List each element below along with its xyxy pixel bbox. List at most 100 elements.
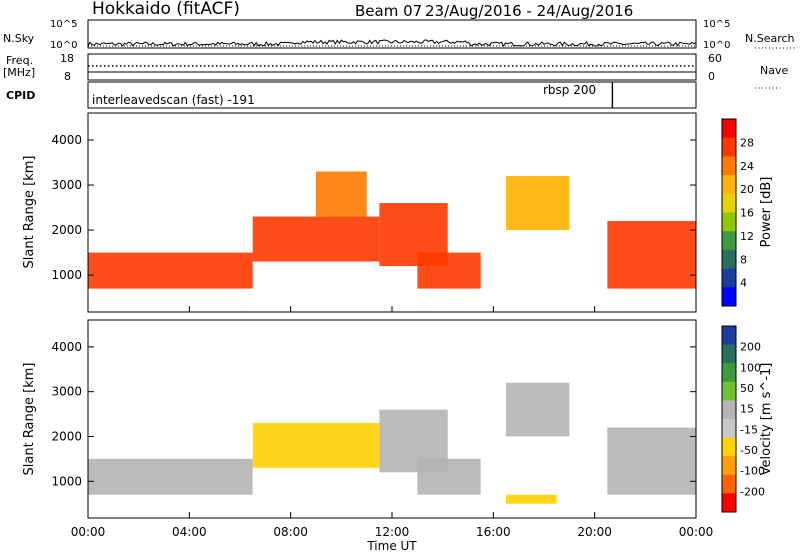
y-tick-label: 2000 xyxy=(51,429,82,443)
power-colorbar: 28 24 20 16 12 8 4 xyxy=(721,118,754,307)
freq-panel-frame xyxy=(87,53,697,81)
scatter-region xyxy=(506,176,570,231)
nsky-tick-low: 10^0 xyxy=(50,40,77,51)
colorbar-segment xyxy=(722,437,736,457)
colorbar-segment xyxy=(722,137,736,157)
velocity-heatmap xyxy=(88,382,696,504)
cpid-panel-frame xyxy=(87,81,697,109)
scatter-region xyxy=(607,221,696,289)
nave-label: Nave xyxy=(760,64,788,77)
y-tick-label: 4000 xyxy=(51,133,82,147)
colorbar-segment xyxy=(722,287,736,307)
cpid-mode-interleaved: interleavedscan (fast) -191 xyxy=(92,93,255,107)
colorbar-tick-label: 15 xyxy=(740,403,754,416)
y-tick-label: 4000 xyxy=(51,340,82,354)
scatter-region xyxy=(88,458,253,495)
colorbar-segment xyxy=(722,249,736,270)
velocity-colorbar-label: Velocity [m s^-1] xyxy=(759,363,774,476)
scatter-region xyxy=(417,458,481,495)
colorbar-segment xyxy=(722,119,736,139)
colorbar-tick-label: 8 xyxy=(740,253,747,266)
colorbar-segment xyxy=(722,212,736,232)
colorbar-segment xyxy=(722,344,736,364)
colorbar-tick-label: -15 xyxy=(740,423,758,436)
nsky-panel-frame xyxy=(87,19,697,49)
date-range: 23/Aug/2016 - 24/Aug/2016 xyxy=(425,2,633,20)
colorbar-segment xyxy=(722,268,736,288)
colorbar-segment xyxy=(722,193,736,213)
nave-tick-high: 60 xyxy=(708,52,722,65)
colorbar-frame xyxy=(721,118,737,307)
scatter-region xyxy=(88,252,253,289)
nsky-label: N.Sky xyxy=(3,32,35,45)
power-x-axis xyxy=(87,306,697,312)
nsky-panel xyxy=(87,19,697,49)
velocity-x-axis: 00:00 04:00 08:00 12:00 16:00 20:00 00:00 xyxy=(71,512,714,539)
nsky-trace xyxy=(87,39,697,47)
colorbar-segment xyxy=(722,326,736,346)
colorbar-tick-label: 200 xyxy=(740,341,761,354)
nsearch-tick-high: 10^5 xyxy=(703,19,730,30)
colorbar-tick-label: 28 xyxy=(740,136,754,149)
velocity-colorbar: 200 100 50 15 -15 -50 -100 -200 xyxy=(721,325,765,513)
y-tick-label: 2000 xyxy=(51,223,82,237)
colorbar-tick-label: 12 xyxy=(740,230,754,243)
x-tick-label: 16:00 xyxy=(476,525,511,539)
power-y-axis: 1000 2000 3000 4000 xyxy=(51,133,696,282)
x-tick-label: 12:00 xyxy=(375,525,410,539)
cpid-mode-rbsp: rbsp 200 xyxy=(543,83,596,97)
colorbar-segment xyxy=(722,493,736,513)
freq-tick-low: 8 xyxy=(64,70,71,83)
freq-unit: [MHz] xyxy=(3,66,35,79)
x-tick-label: 04:00 xyxy=(172,525,207,539)
colorbar-tick-label: 50 xyxy=(740,382,754,395)
freq-tick-high: 18 xyxy=(60,52,74,65)
colorbar-tick-label: 20 xyxy=(740,183,754,196)
colorbar-tick-label: 24 xyxy=(740,160,754,173)
time-axis-label: Time UT xyxy=(366,539,417,553)
nsearch-tick-low: 10^0 xyxy=(703,40,730,51)
x-tick-label: 00:00 xyxy=(71,525,106,539)
power-colorbar-label: Power [dB] xyxy=(759,177,774,248)
freq-label: Freq. xyxy=(6,54,33,67)
colorbar-tick-label: -100 xyxy=(740,465,765,478)
colorbar-segment xyxy=(722,419,736,439)
nsearch-label: N.Search xyxy=(745,32,795,45)
colorbar-segment xyxy=(722,381,736,401)
power-heatmap xyxy=(88,171,696,289)
colorbar-tick-label: 100 xyxy=(740,361,761,374)
cpid-label: CPID xyxy=(6,89,35,102)
station-title: Hokkaido (fitACF) xyxy=(92,0,240,19)
colorbar-segment xyxy=(722,231,736,251)
scatter-region xyxy=(506,382,570,437)
colorbar-segment xyxy=(722,400,736,420)
y-tick-label: 1000 xyxy=(51,474,82,488)
nsky-tick-high: 10^5 xyxy=(50,19,77,30)
colorbar-segment xyxy=(722,156,736,176)
colorbar-tick-label: -50 xyxy=(740,444,758,457)
scatter-region xyxy=(607,427,696,495)
power-ylabel: Slant Range [km] xyxy=(22,156,37,269)
beam-label: Beam 07 xyxy=(355,2,422,20)
colorbar-segment xyxy=(722,474,736,494)
x-tick-label: 00:00 xyxy=(679,525,714,539)
colorbar-tick-label: -200 xyxy=(740,485,765,498)
y-tick-label: 1000 xyxy=(51,268,82,282)
colorbar-frame xyxy=(721,325,737,513)
velocity-ylabel: Slant Range [km] xyxy=(22,363,37,476)
cpid-panel xyxy=(87,81,697,109)
y-tick-label: 3000 xyxy=(51,178,82,192)
colorbar-tick-label: 16 xyxy=(740,207,754,220)
scatter-region xyxy=(506,494,557,504)
colorbar-tick-label: 4 xyxy=(740,277,747,290)
colorbar-segment xyxy=(722,175,736,195)
scatter-region xyxy=(252,216,380,262)
freq-panel xyxy=(87,53,697,81)
colorbar-segment xyxy=(722,456,736,476)
y-tick-label: 3000 xyxy=(51,385,82,399)
nave-tick-low: 0 xyxy=(708,70,715,83)
colorbar-segment xyxy=(722,363,736,383)
x-tick-label: 20:00 xyxy=(577,525,612,539)
